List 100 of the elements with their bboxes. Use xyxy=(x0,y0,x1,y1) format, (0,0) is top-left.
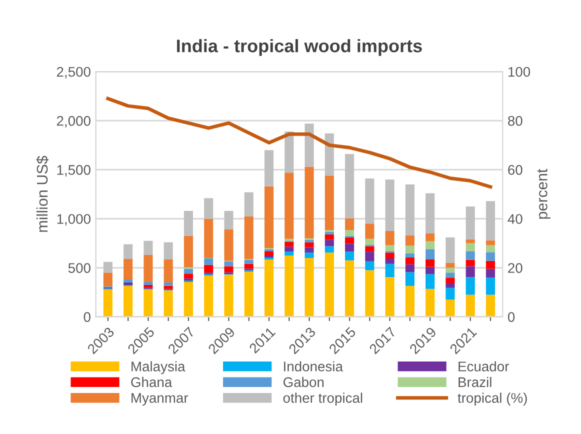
y2-tick-label: 0 xyxy=(508,312,515,322)
bar xyxy=(324,240,334,246)
bar xyxy=(446,237,455,263)
bar xyxy=(224,210,234,230)
bar xyxy=(124,286,133,317)
bar xyxy=(405,235,414,246)
bar xyxy=(164,282,173,286)
bar xyxy=(144,284,153,288)
bar xyxy=(426,233,435,242)
y-tick-label: 0 xyxy=(84,312,90,322)
bar xyxy=(284,252,294,256)
bar xyxy=(284,256,294,317)
bar xyxy=(345,230,354,236)
bar xyxy=(486,294,496,317)
legend-label: Gabon xyxy=(283,376,324,388)
bar xyxy=(304,252,314,258)
bar xyxy=(244,264,254,269)
legend-label: Brazil xyxy=(458,376,492,388)
bar xyxy=(486,245,496,252)
bar xyxy=(244,272,254,317)
bar xyxy=(446,278,455,283)
bar xyxy=(345,218,354,230)
y-tick-label: 1,000 xyxy=(57,214,90,226)
y2-tick-label: 20 xyxy=(508,263,522,273)
chart-title: India - tropical wood imports xyxy=(177,39,422,56)
bar xyxy=(446,262,455,268)
bar xyxy=(204,218,214,258)
bar xyxy=(304,247,314,253)
bar xyxy=(486,268,496,278)
line-series xyxy=(106,96,492,189)
bar xyxy=(486,260,496,269)
bar xyxy=(446,300,455,317)
bar xyxy=(365,252,374,262)
bar xyxy=(224,230,234,261)
bar xyxy=(244,260,254,264)
bar xyxy=(144,255,153,282)
y-axis-title: million US$ xyxy=(36,156,49,232)
bar xyxy=(405,184,414,236)
bar xyxy=(385,252,394,258)
bar xyxy=(426,249,435,260)
bar xyxy=(345,260,354,317)
bar xyxy=(365,224,374,239)
legend-label: Ghana xyxy=(131,376,172,388)
bar xyxy=(385,277,394,317)
bar xyxy=(103,289,112,317)
bar xyxy=(264,251,274,256)
bar xyxy=(124,282,133,285)
bar xyxy=(405,272,414,286)
bar xyxy=(466,206,475,240)
bar xyxy=(103,262,112,273)
bar xyxy=(244,192,254,216)
bar xyxy=(103,272,112,286)
bar xyxy=(284,131,294,173)
bar xyxy=(184,210,194,236)
bar xyxy=(304,240,314,242)
bar xyxy=(426,193,435,234)
bar xyxy=(204,198,214,219)
bar xyxy=(304,124,314,167)
bar xyxy=(124,244,133,259)
bar xyxy=(405,254,414,258)
legend-label: Malaysia xyxy=(132,361,186,374)
bar xyxy=(284,172,294,239)
bar xyxy=(365,246,374,252)
bar xyxy=(204,276,214,317)
bar xyxy=(144,240,153,256)
legend-label: tropical (%) xyxy=(458,392,527,406)
bar xyxy=(184,236,194,268)
bar xyxy=(144,289,153,317)
bar xyxy=(324,232,334,234)
bar xyxy=(264,259,274,317)
bar xyxy=(304,166,314,238)
bar xyxy=(385,258,394,264)
bar xyxy=(204,264,214,273)
bar xyxy=(466,243,475,252)
bar xyxy=(446,288,455,300)
bar xyxy=(164,259,173,282)
bar xyxy=(264,186,274,248)
bar xyxy=(184,268,194,274)
bar xyxy=(224,266,234,272)
bar xyxy=(426,266,435,274)
bar xyxy=(184,274,194,279)
bar xyxy=(124,258,133,280)
bar xyxy=(345,237,354,244)
bar xyxy=(385,245,394,252)
bar xyxy=(486,278,496,295)
legend-label: Myanmar xyxy=(132,393,188,406)
bar xyxy=(405,286,414,317)
bar xyxy=(426,241,435,250)
bar xyxy=(466,277,475,295)
bar xyxy=(345,244,354,252)
legend-label: Ecuador xyxy=(458,361,509,372)
bar xyxy=(466,239,475,244)
bar xyxy=(324,234,334,240)
bar xyxy=(466,294,475,317)
bar xyxy=(264,150,274,186)
bar xyxy=(405,264,414,272)
bar xyxy=(446,282,455,288)
y2-tick-label: 40 xyxy=(508,214,522,224)
bar xyxy=(224,261,234,266)
bar xyxy=(164,290,173,317)
